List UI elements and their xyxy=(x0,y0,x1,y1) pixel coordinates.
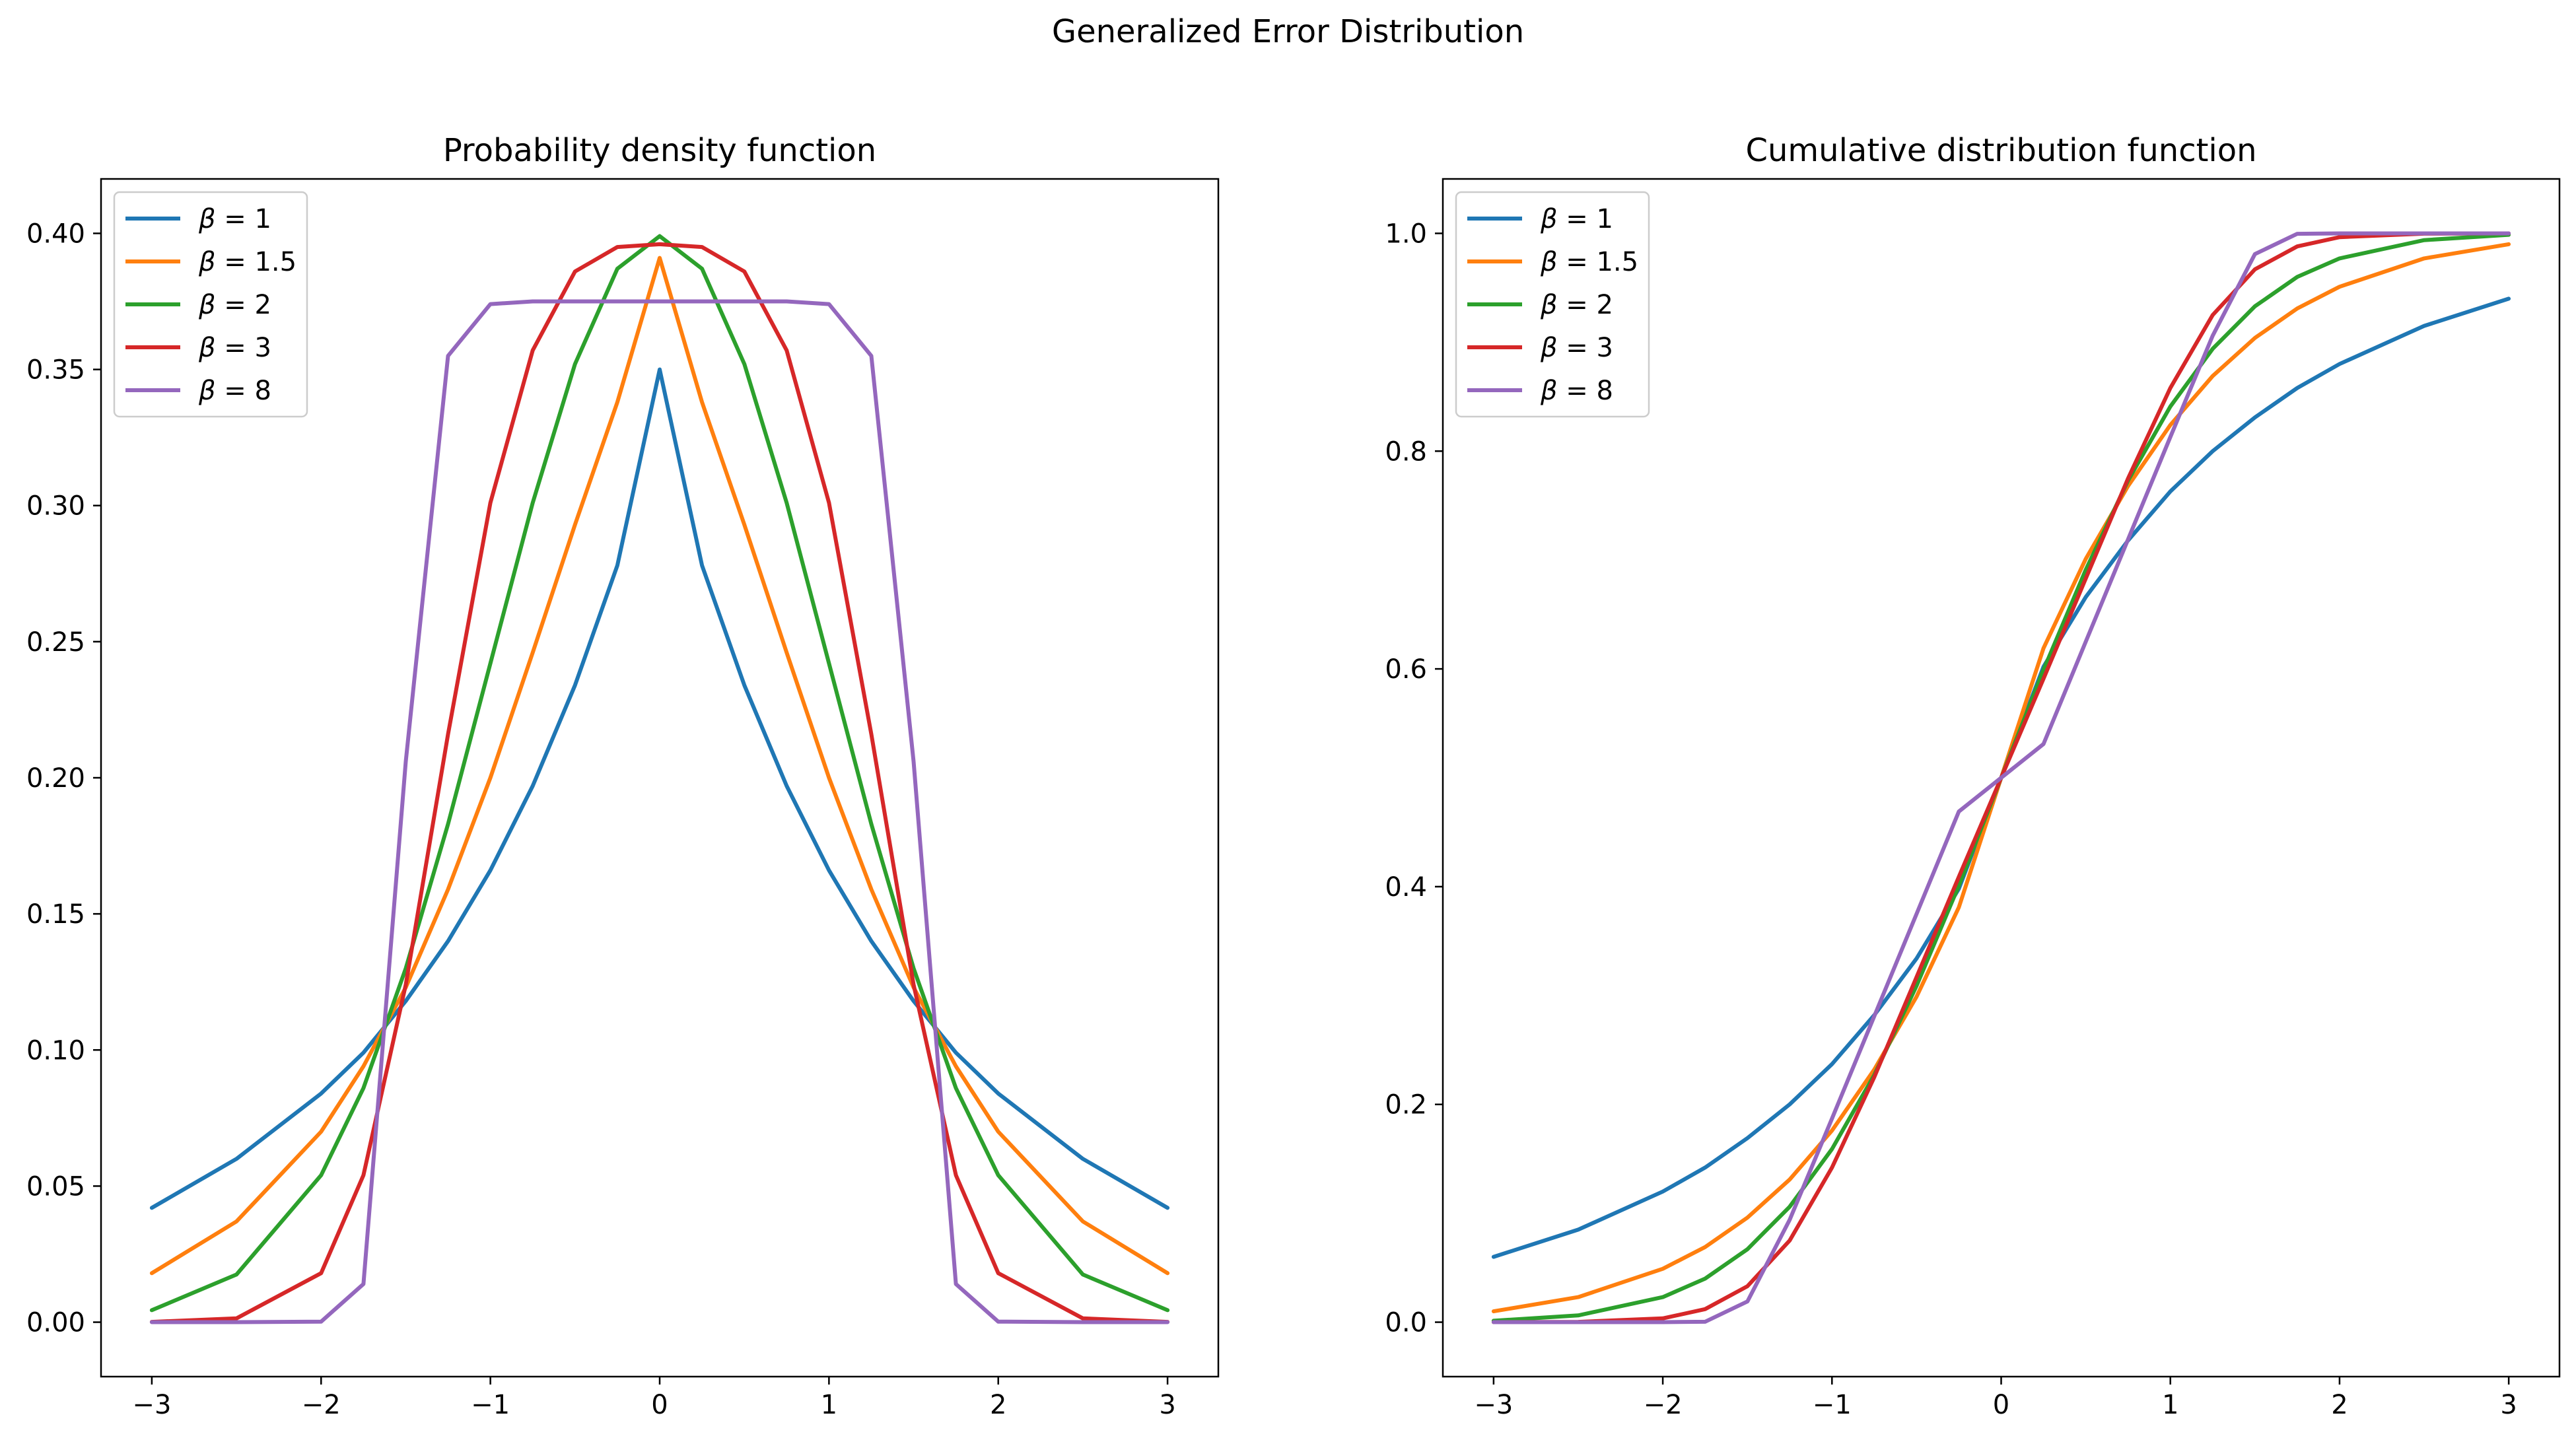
legend-label: β = 3 xyxy=(198,333,271,363)
y-tick-label: 0.20 xyxy=(26,763,85,794)
y-tick-label: 0.4 xyxy=(1385,872,1427,903)
x-tick-label: −3 xyxy=(1474,1390,1513,1420)
y-tick-label: 0.2 xyxy=(1385,1090,1427,1120)
x-tick-label: −3 xyxy=(132,1390,171,1420)
x-tick-label: 3 xyxy=(2500,1390,2517,1420)
series-line-5 xyxy=(1491,231,2511,1324)
legend-box xyxy=(113,191,308,418)
y-tick-label: 0.35 xyxy=(26,355,85,386)
chart-panel-2: Cumulative distribution function −3 −2 −1 0 1… xyxy=(1385,132,2561,1420)
legend-label: β = 1 xyxy=(198,204,271,234)
legend-label: β = 8 xyxy=(198,376,271,406)
x-tick-label: 1 xyxy=(2162,1390,2178,1420)
legend-label: β = 8 xyxy=(1540,376,1613,406)
y-tick-label: 0.40 xyxy=(26,219,85,249)
subplot-title: Probability density function xyxy=(443,132,876,169)
legend: β = 1 β = 1.5 β = 2 β = 3 β = 8 xyxy=(1455,191,1650,418)
y-tick-label: 0.0 xyxy=(1385,1308,1427,1338)
x-tick-label: −2 xyxy=(1644,1390,1683,1420)
y-tick-label: 0.6 xyxy=(1385,654,1427,685)
x-tick-label: −2 xyxy=(302,1390,341,1420)
x-tick-label: 0 xyxy=(1993,1390,2009,1420)
x-tick-label: −1 xyxy=(471,1390,510,1420)
series-line-5 xyxy=(149,299,1170,1324)
legend-label: β = 1.5 xyxy=(1540,247,1638,277)
figure-title: Generalized Error Distribution xyxy=(1051,13,1525,50)
y-tick-label: 0.10 xyxy=(26,1035,85,1066)
series-line-2 xyxy=(149,256,1170,1276)
y-tick-label: 0.15 xyxy=(26,899,85,930)
y-tick-label: 0.8 xyxy=(1385,436,1427,467)
y-tick-label: 0.30 xyxy=(26,491,85,522)
legend: β = 1 β = 1.5 β = 2 β = 3 β = 8 xyxy=(113,191,308,418)
y-tick-label: 0.25 xyxy=(26,627,85,658)
x-tick-label: 1 xyxy=(821,1390,837,1420)
chart-panel-1: Probability density function −3 −2 −1 0 1 2 3 0.… xyxy=(26,132,1220,1420)
subplot-title: Cumulative distribution function xyxy=(1745,132,2256,169)
x-tick-label: 2 xyxy=(2331,1390,2348,1420)
x-tick-label: −1 xyxy=(1813,1390,1852,1420)
legend-box xyxy=(1455,191,1650,418)
legend-label: β = 3 xyxy=(1540,333,1613,363)
legend-label: β = 1 xyxy=(1540,204,1613,234)
x-tick-label: 0 xyxy=(651,1390,668,1420)
y-tick-label: 0.05 xyxy=(26,1171,85,1202)
legend-label: β = 1.5 xyxy=(198,247,296,277)
legend-label: β = 2 xyxy=(1540,290,1613,320)
y-tick-label: 1.0 xyxy=(1385,219,1427,249)
x-tick-label: 2 xyxy=(990,1390,1006,1420)
y-tick-label: 0.00 xyxy=(26,1308,85,1338)
legend-label: β = 2 xyxy=(198,290,271,320)
series-line-3 xyxy=(149,234,1170,1313)
series-line-1 xyxy=(149,367,1170,1210)
x-tick-label: 3 xyxy=(1159,1390,1175,1420)
